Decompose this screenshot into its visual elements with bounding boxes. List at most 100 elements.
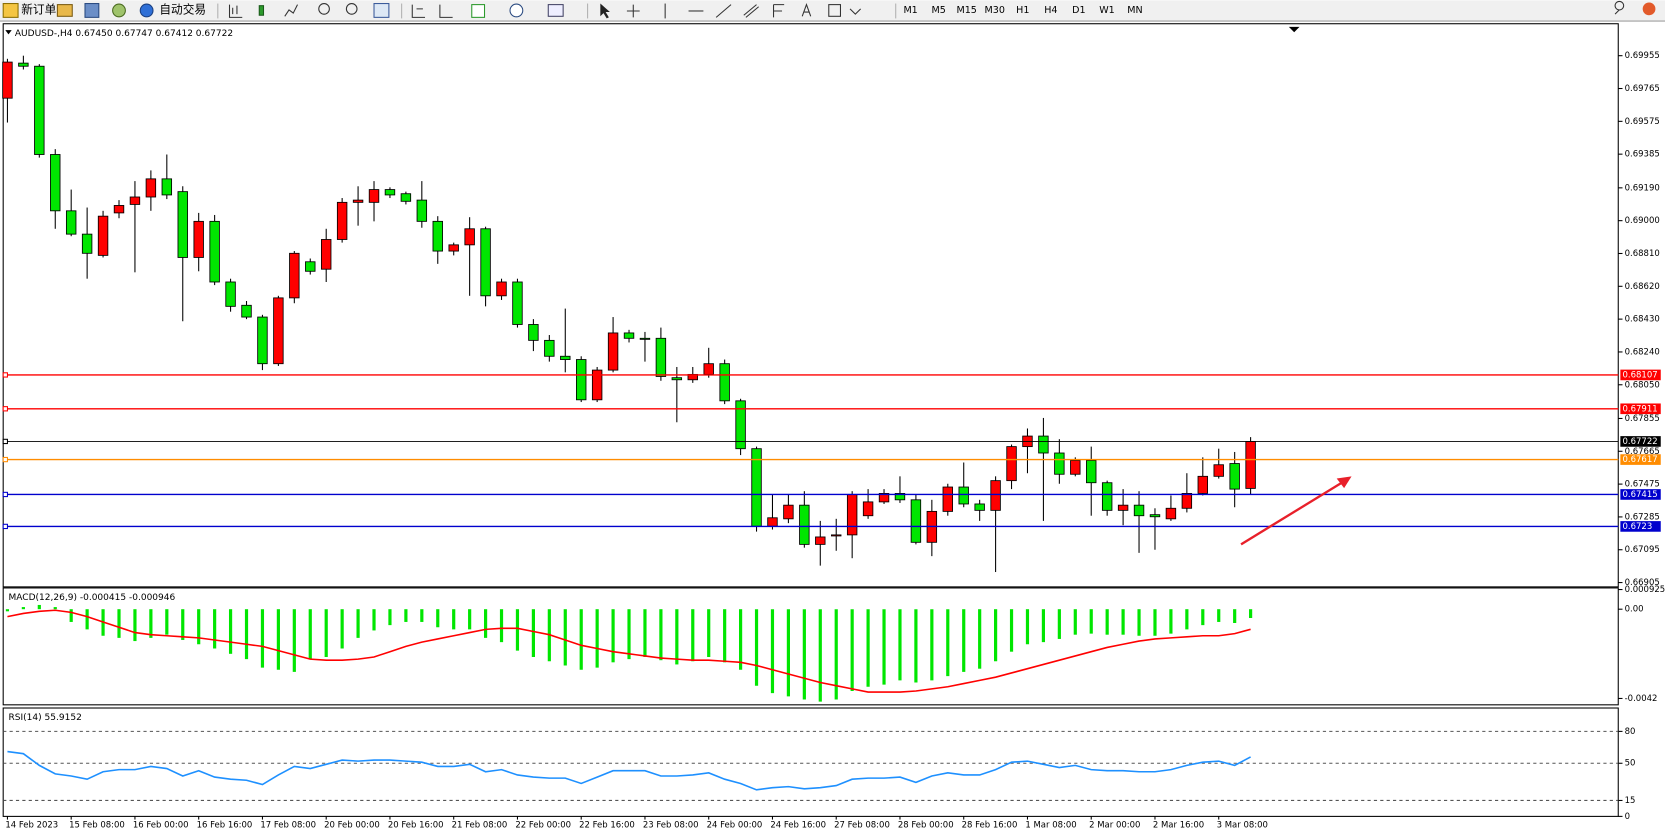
timeframe-button[interactable]: M30	[985, 5, 1005, 16]
candle-body	[352, 199, 364, 203]
search-icon[interactable]	[1614, 0, 1625, 15]
candle-body	[289, 252, 300, 299]
candle-body	[2, 61, 13, 99]
y-tick-label: 0.68810	[1625, 249, 1660, 259]
price-level-tag	[1620, 403, 1661, 415]
candle-body	[815, 536, 826, 545]
periods-tool[interactable]	[509, 3, 524, 18]
indicator-title: MACD(12,26,9) -0.000415 -0.000946	[9, 593, 176, 603]
y-tick-label: 0.69765	[1625, 84, 1660, 94]
new-order-icon[interactable]	[2, 3, 19, 18]
candle-body	[846, 494, 858, 536]
templates-tool[interactable]	[547, 4, 564, 17]
candle-body	[719, 363, 730, 402]
x-tick-label: 22 Feb 00:00	[515, 820, 571, 830]
candle-body	[113, 205, 125, 214]
auto-trading-icon[interactable]	[139, 3, 154, 18]
y-tick-label: 0.69385	[1625, 150, 1660, 160]
x-tick-label: 14 Feb 2023	[5, 820, 58, 830]
timeframes: M1 M5 M15 M30 H1 H4 D1 W1 MN	[903, 5, 1142, 16]
y-tick-label: 0.68430	[1625, 315, 1660, 325]
price-level-tag	[1620, 436, 1661, 447]
auto-trading-button[interactable]: 自动交易	[159, 2, 206, 16]
candle-body	[528, 324, 539, 341]
candle-body	[655, 337, 667, 377]
price-level-anchor	[2, 456, 8, 463]
x-tick-label: 23 Feb 08:00	[643, 820, 699, 830]
candle-body	[464, 228, 475, 246]
label-tool[interactable]	[828, 4, 842, 17]
y-tick-label: 0.67475	[1625, 480, 1660, 490]
timeframe-button[interactable]: D1	[1072, 5, 1085, 16]
notification-badge[interactable]	[1642, 2, 1656, 16]
price-level-anchor	[2, 372, 8, 378]
trendline-tool[interactable]	[715, 4, 732, 18]
fibo-tool[interactable]	[772, 4, 785, 18]
y-tick-label: 0.69575	[1625, 117, 1660, 127]
zoom-out-tool[interactable]	[345, 3, 358, 15]
timeframe-button[interactable]: M1	[903, 5, 917, 16]
candle-body	[336, 201, 348, 240]
candle-body	[81, 233, 93, 254]
price-level-label: 0.67415	[1622, 490, 1657, 500]
candle-body	[751, 448, 762, 527]
candle-body	[1006, 446, 1017, 482]
candle-body	[560, 355, 571, 360]
timeframe-button[interactable]: MN	[1127, 5, 1142, 16]
x-tick-label: 2 Mar 00:00	[1089, 820, 1140, 830]
y-tick-label: 15	[1625, 796, 1636, 806]
candle-body	[34, 65, 45, 155]
price-level-anchor	[2, 523, 8, 530]
indicator-title: RSI(14) 55.9152	[9, 713, 82, 723]
candle-body	[639, 337, 651, 340]
tool-icon[interactable]	[56, 4, 73, 17]
x-tick-label: 27 Feb 08:00	[834, 820, 890, 830]
candle-body	[480, 228, 491, 297]
timeframe-button[interactable]: W1	[1099, 5, 1115, 16]
candle-body	[783, 504, 794, 520]
candle-body	[273, 297, 284, 365]
x-tick-label: 21 Feb 08:00	[452, 820, 508, 830]
text-tool[interactable]	[801, 3, 812, 17]
tool-icon[interactable]	[84, 3, 100, 18]
chart-area: 0.69955 0.69765 0.69575 0.69385 0.69190 0.690…	[2, 23, 1665, 830]
arrows-tool[interactable]	[849, 8, 862, 15]
timeframe-button[interactable]: H4	[1044, 5, 1057, 16]
x-tick-label: 15 Feb 08:00	[69, 820, 125, 830]
price-level-anchor	[2, 491, 8, 498]
zoom-in-tool[interactable]	[318, 3, 330, 15]
candle-body	[368, 189, 380, 203]
y-tick-label: 0.68240	[1625, 347, 1660, 357]
new-order-button[interactable]: 新订单	[21, 2, 56, 16]
autoscroll-tool[interactable]	[439, 4, 453, 18]
candle-body	[1038, 435, 1049, 454]
candle-body	[1086, 460, 1097, 484]
timeframe-button[interactable]: M5	[931, 5, 945, 16]
candle-body	[18, 62, 29, 67]
candle-body	[607, 332, 619, 371]
candle-body	[512, 281, 523, 325]
crosshair-tool[interactable]	[626, 4, 640, 18]
shift-tool[interactable]	[411, 4, 426, 18]
timeframe-button[interactable]: H1	[1016, 5, 1029, 16]
tile-tool[interactable]	[373, 3, 390, 18]
candle-body	[129, 196, 141, 205]
y-tick-label: 0.67665	[1625, 447, 1660, 457]
y-tick-label: 0.69955	[1625, 51, 1660, 61]
bar-chart-tool[interactable]	[228, 4, 243, 18]
cursor-tool[interactable]	[600, 3, 610, 19]
candle-body	[400, 193, 412, 202]
y-tick-label: 50	[1625, 759, 1636, 769]
indicators-tool[interactable]	[471, 4, 486, 18]
channel-tool[interactable]	[743, 4, 759, 18]
panel-frame	[2, 23, 1619, 588]
price-level-tag	[1620, 454, 1661, 465]
x-tick-label: 1 Mar 08:00	[1025, 820, 1076, 830]
candle-body	[735, 400, 746, 450]
timeframe-button[interactable]: M15	[957, 5, 977, 16]
candle-body	[942, 486, 953, 512]
line-chart-tool[interactable]	[284, 4, 298, 17]
tool-icon[interactable]	[112, 3, 126, 18]
candle-tool[interactable]	[258, 5, 265, 16]
